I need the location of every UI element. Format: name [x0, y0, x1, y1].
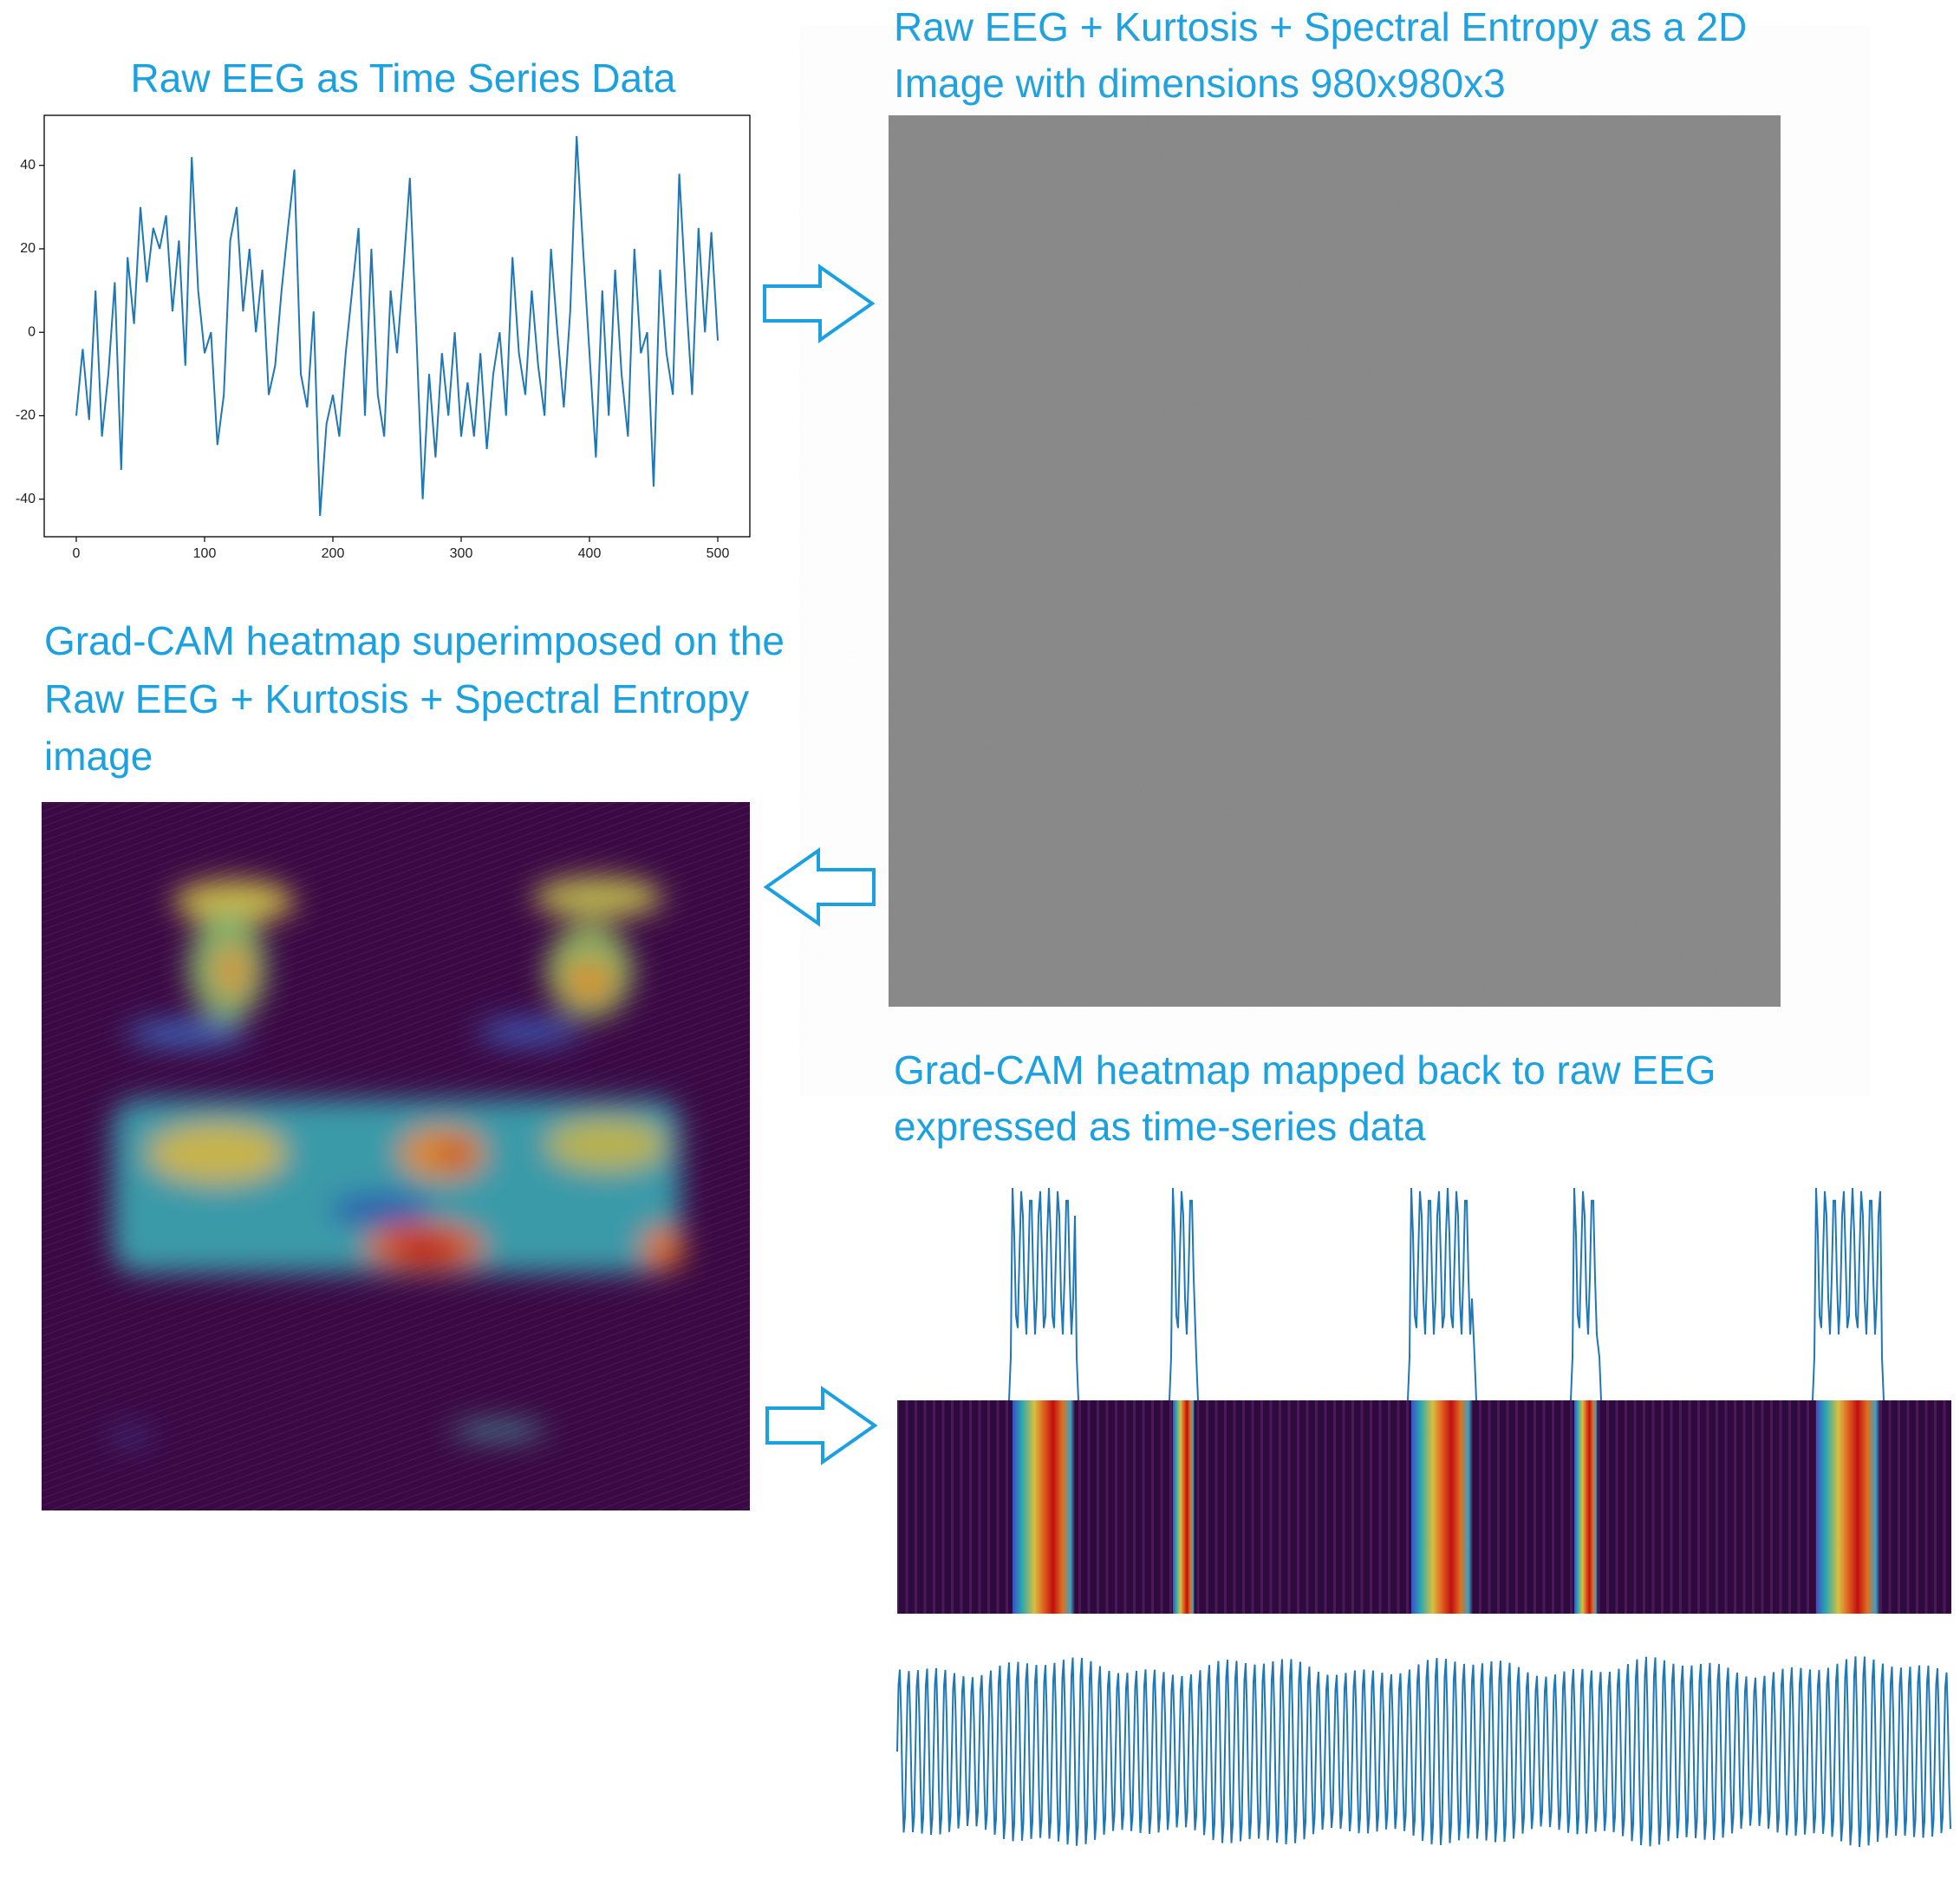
data-line: [75, 136, 719, 517]
heat-band: [1013, 1400, 1075, 1614]
x-tick-label: 0: [73, 546, 81, 561]
burst-trace: [1008, 1187, 1079, 1401]
panel-title: Image with dimensions 980x980x3: [894, 61, 1506, 106]
heatmap-blobs: [108, 877, 685, 1440]
y-tick-label: 0: [28, 324, 36, 339]
blob: [533, 877, 663, 918]
burst-trace: [1570, 1187, 1602, 1401]
image-noise: [889, 115, 1781, 1007]
line-chart: 0 100 200 300 400 500 -40 -20 0 20 40: [16, 136, 730, 561]
blob: [546, 1119, 667, 1171]
burst-trace: [1169, 1187, 1199, 1401]
blob: [173, 880, 295, 923]
panel-title: Grad-CAM heatmap superimposed on the: [44, 618, 785, 663]
heat-band: [1574, 1400, 1598, 1614]
x-tick-label: 200: [322, 546, 345, 561]
heatmap: [42, 802, 750, 1510]
blob: [641, 1227, 685, 1270]
blob: [126, 1021, 247, 1046]
blob: [565, 962, 614, 1001]
blob: [213, 945, 251, 997]
signal-trace: [896, 1656, 1951, 1848]
burst-trace: [1407, 1187, 1477, 1401]
y-tick-label: 40: [20, 158, 36, 173]
x-tick-label: 500: [707, 546, 730, 561]
panel-title: expressed as time-series data: [894, 1104, 1426, 1149]
panel-title: Raw EEG + Kurtosis + Spectral Entropy: [44, 676, 749, 721]
panel-title: Grad-CAM heatmap mapped back to raw EEG: [894, 1047, 1716, 1093]
blob: [477, 1020, 581, 1044]
arrow-right: [765, 1386, 878, 1465]
blob: [451, 1424, 546, 1438]
arrow-right: [763, 264, 876, 343]
panel-title: image: [44, 734, 153, 779]
y-tick-label: -40: [16, 492, 36, 506]
burst-trace: [1812, 1187, 1885, 1401]
heat-band: [1411, 1400, 1473, 1614]
x-tick-label: 100: [193, 546, 217, 561]
y-tick-label: 20: [20, 241, 36, 256]
blob: [390, 1235, 459, 1262]
x-tick-label: 400: [578, 546, 602, 561]
arrow-left: [763, 847, 876, 927]
panel-title: Raw EEG + Kurtosis + Spectral Entropy as…: [894, 4, 1747, 49]
blob: [147, 1123, 286, 1184]
heat-band: [1816, 1400, 1880, 1614]
blob: [329, 1194, 433, 1225]
chart-title: Raw EEG as Time Series Data: [131, 55, 676, 101]
plot-frame: [43, 114, 751, 538]
x-tick-label: 300: [450, 546, 473, 561]
blob: [108, 1432, 152, 1440]
decor: [896, 1187, 1951, 1848]
blob: [440, 1145, 471, 1165]
y-tick-label: -20: [16, 408, 36, 423]
heat-band: [1173, 1400, 1195, 1614]
